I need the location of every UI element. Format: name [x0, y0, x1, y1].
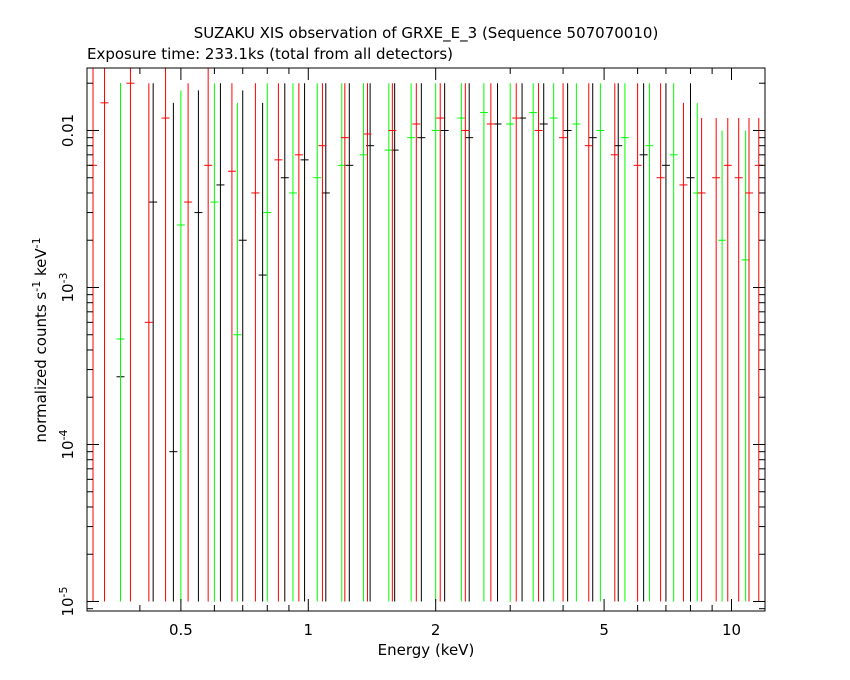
series-1 — [116, 83, 750, 602]
y-tick-label: 10-3 — [57, 272, 77, 302]
y-axis-label: normalized counts s-1 keV-1 — [30, 237, 50, 442]
series-2 — [89, 68, 763, 602]
y-tick-label: 10-4 — [57, 429, 77, 459]
x-tick-label: 0.5 — [169, 621, 193, 639]
y-axis-label-exp1: -1 — [30, 281, 43, 292]
x-axis-label: Energy (keV) — [378, 641, 475, 659]
y-axis-label-exp2: -1 — [30, 237, 43, 248]
x-tick-label: 2 — [431, 621, 441, 639]
y-axis-label-main: normalized counts s — [32, 292, 50, 443]
axis-ticks: 0.5 1 2 5 10 10-5 10-4 10-3 0.01 — [57, 68, 765, 639]
plot-frame — [86, 67, 766, 612]
y-tick-label: 0.01 — [59, 114, 77, 147]
x-tick-label: 10 — [722, 621, 741, 639]
y-tick-label: 10-5 — [57, 586, 77, 616]
y-axis-label-mid: keV — [32, 248, 50, 281]
x-tick-label: 1 — [304, 621, 314, 639]
data-series-layer — [89, 68, 763, 602]
chart-subtitle: Exposure time: 233.1ks (total from all d… — [87, 45, 453, 63]
chart-title: SUZAKU XIS observation of GRXE_E_3 (Sequ… — [194, 24, 659, 43]
series-0 — [116, 83, 695, 602]
x-tick-label: 5 — [599, 621, 609, 639]
